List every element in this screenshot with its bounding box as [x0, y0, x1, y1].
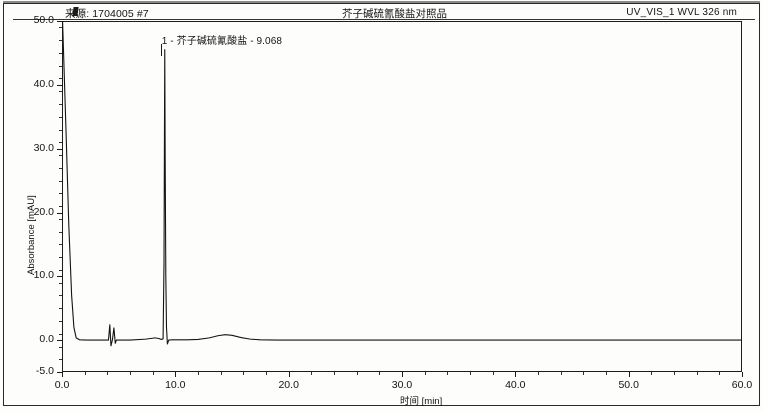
y-minor-tick — [59, 244, 62, 246]
peak-label-leader-line — [160, 43, 162, 56]
x-tick-mark — [402, 372, 403, 377]
y-tick-mark — [57, 212, 62, 214]
x-minor-tick — [651, 372, 653, 375]
y-minor-tick — [59, 91, 62, 93]
y-minor-tick — [59, 27, 62, 29]
x-minor-tick — [447, 372, 449, 375]
y-minor-tick — [59, 282, 62, 284]
header-sample-name: 芥子碱硫氰酸盐对照品 — [342, 8, 447, 20]
x-axis-title: 时间 [min] — [400, 396, 443, 407]
x-minor-tick — [719, 372, 721, 375]
x-minor-tick — [266, 372, 267, 375]
x-minor-tick — [492, 372, 494, 375]
x-tick-mark — [628, 372, 630, 377]
x-tick-label: 60.0 — [731, 379, 753, 391]
y-minor-tick — [59, 116, 62, 118]
x-minor-tick — [243, 372, 245, 375]
y-minor-tick — [59, 78, 62, 80]
y-minor-tick — [59, 308, 62, 310]
x-minor-tick — [220, 372, 222, 375]
y-minor-tick — [59, 193, 62, 195]
x-minor-tick — [560, 372, 562, 375]
y-minor-tick — [59, 180, 62, 182]
x-minor-tick — [696, 372, 698, 375]
plot-frame — [62, 21, 742, 372]
x-minor-tick — [311, 372, 313, 375]
header-sample-source: 来源: 1704005 #7 — [65, 8, 149, 20]
y-minor-tick — [59, 333, 62, 335]
x-tick-label: 50.0 — [618, 379, 639, 391]
y-tick-mark — [57, 372, 62, 373]
y-minor-tick — [59, 359, 62, 361]
trace-line — [62, 21, 742, 347]
x-tick-label: 20.0 — [278, 379, 299, 391]
y-minor-tick — [59, 346, 62, 348]
y-minor-tick — [59, 142, 62, 144]
chromatogram-trace-area — [62, 21, 742, 372]
x-minor-tick — [107, 372, 109, 375]
y-tick-label: 30.0 — [33, 141, 54, 154]
y-tick-label: -5.0 — [35, 365, 54, 377]
y-tick-mark — [57, 276, 62, 278]
y-tick-mark — [57, 340, 62, 342]
x-minor-tick — [334, 372, 335, 375]
x-minor-tick — [198, 372, 199, 375]
y-minor-tick — [59, 52, 62, 54]
x-minor-tick — [538, 372, 539, 375]
x-tick-label: 40.0 — [505, 379, 526, 391]
y-tick-label: 20.0 — [33, 205, 54, 218]
x-tick-mark — [742, 372, 743, 377]
y-tick-label: 10.0 — [33, 269, 54, 282]
report-header: 来源: 1704005 #7 芥子碱硫氰酸盐对照品 UV_VIS_1 WVL 3… — [13, 4, 755, 20]
y-minor-tick — [59, 129, 62, 131]
x-tick-mark — [175, 372, 177, 377]
x-minor-tick — [84, 372, 86, 375]
y-minor-tick — [59, 257, 62, 259]
header-detector-channel: UV_VIS_1 WVL 326 nm — [626, 7, 737, 18]
x-minor-tick — [152, 372, 154, 375]
y-minor-tick — [59, 269, 62, 271]
x-minor-tick — [606, 372, 607, 375]
y-minor-tick — [59, 206, 62, 208]
x-minor-tick — [130, 372, 131, 375]
x-minor-tick — [424, 372, 426, 375]
y-minor-tick — [59, 65, 62, 67]
y-minor-tick — [59, 231, 62, 233]
chromatogram-trace — [62, 21, 742, 347]
scan-edge-shadow — [3, 1, 760, 3]
x-tick-label: 30.0 — [391, 379, 413, 391]
y-tick-mark — [57, 148, 62, 150]
y-tick-label: 0.0 — [39, 333, 54, 346]
peak-label-1: 1 - 芥子碱硫氰酸盐 - 9.068 — [161, 35, 283, 47]
x-minor-tick — [379, 372, 381, 375]
y-minor-tick — [59, 40, 62, 42]
y-minor-tick — [59, 104, 62, 105]
x-minor-tick — [674, 372, 675, 375]
y-tick-mark — [57, 84, 62, 86]
y-minor-tick — [59, 167, 62, 169]
x-minor-tick — [470, 372, 471, 375]
x-tick-label: 10.0 — [165, 379, 186, 391]
scan-border — [3, 3, 760, 406]
x-tick-mark — [288, 372, 290, 377]
y-tick-mark — [57, 21, 62, 22]
y-minor-tick — [59, 218, 62, 220]
y-tick-label: 40.0 — [33, 77, 54, 90]
x-tick-label: 0.0 — [54, 379, 70, 391]
y-minor-tick — [59, 295, 62, 297]
y-minor-tick — [59, 155, 62, 156]
x-minor-tick — [356, 372, 358, 375]
header-divider — [13, 19, 755, 20]
y-tick-label: 50.0 — [33, 14, 54, 26]
x-tick-mark — [62, 372, 63, 377]
x-minor-tick — [583, 372, 585, 375]
y-minor-tick — [59, 320, 62, 322]
x-tick-mark — [515, 372, 517, 377]
